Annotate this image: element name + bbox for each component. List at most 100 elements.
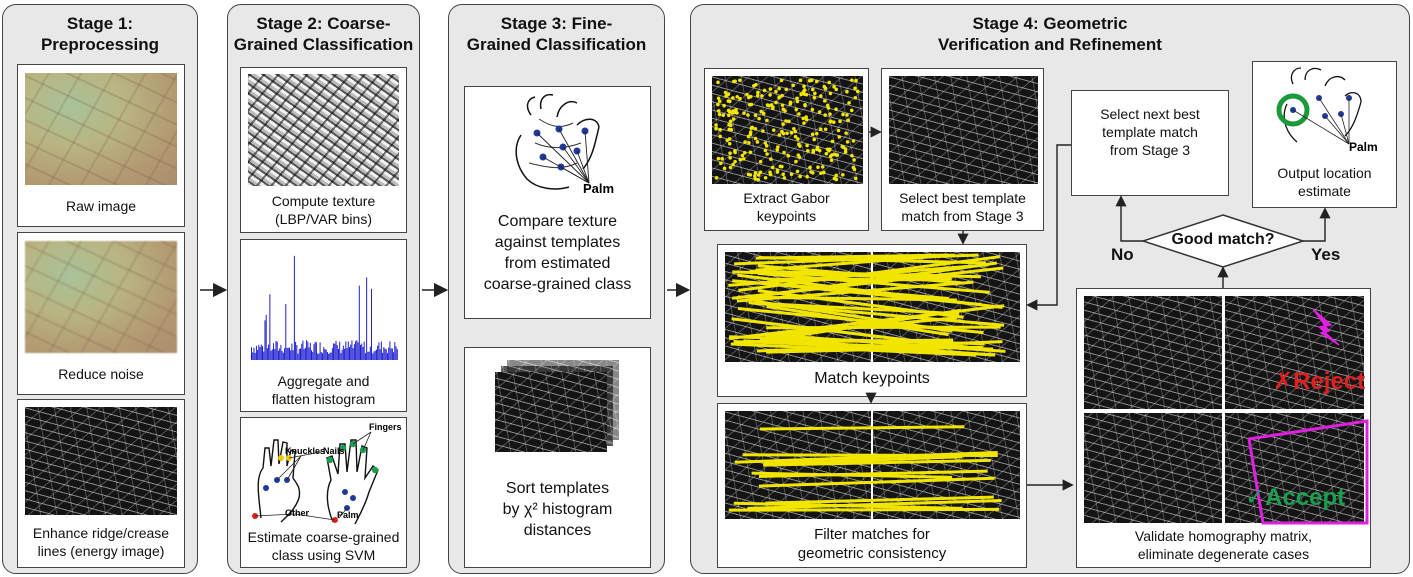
keypoint-dot xyxy=(728,99,732,104)
select-next-caption: Select next best template match from Sta… xyxy=(1100,106,1200,158)
keypoint-dot xyxy=(825,147,830,152)
keypoint-dot xyxy=(726,108,731,113)
keypoint-dot xyxy=(750,125,755,130)
histogram-bar xyxy=(312,351,314,360)
keypoint-dot xyxy=(725,138,730,143)
histogram-bar xyxy=(266,348,268,360)
keypoint-dot xyxy=(796,137,800,141)
keypoint-dot xyxy=(721,113,726,117)
histogram-bar xyxy=(262,346,264,360)
keypoint-dot xyxy=(718,127,722,132)
keypoint-dot xyxy=(731,117,736,121)
keypoint-dot xyxy=(749,126,754,131)
keypoint-dot xyxy=(745,92,749,97)
keypoint-dot xyxy=(795,96,799,101)
palm-template-diagram xyxy=(515,93,600,190)
keypoint-dot xyxy=(733,149,737,153)
histogram-bar xyxy=(377,345,379,360)
template-stack-1 xyxy=(495,372,607,452)
keypoint-dot xyxy=(733,79,737,84)
histogram-bar xyxy=(340,353,342,360)
hand-diagram xyxy=(252,431,379,525)
histogram-bar xyxy=(371,288,373,360)
histogram-bar xyxy=(328,353,330,360)
keypoint-dot xyxy=(804,117,809,122)
keypoint-dot xyxy=(819,171,823,175)
keypoint-dot xyxy=(765,103,770,107)
keypoint-dot xyxy=(723,90,728,95)
keypoint-dot xyxy=(784,87,789,92)
histogram-bar xyxy=(378,342,380,360)
histogram-bar xyxy=(302,340,304,360)
extract-keypoints-caption: Extract Gabor keypoints xyxy=(743,190,830,224)
keypoint-dot xyxy=(828,112,832,116)
keypoint-dot xyxy=(768,87,773,91)
keypoint-dot xyxy=(780,103,785,107)
filter-matches-caption: Filter matches for geometric consistency xyxy=(797,526,947,562)
keypoint-dot xyxy=(777,133,782,137)
keypoint-dot xyxy=(802,88,807,92)
histogram-bar xyxy=(344,348,346,360)
histogram-bar xyxy=(330,352,332,360)
keypoint-dot xyxy=(815,147,819,152)
keypoint-dot xyxy=(831,120,836,125)
histogram-bar xyxy=(353,344,355,360)
keypoint-dot xyxy=(746,134,751,139)
histogram-bar xyxy=(268,344,270,360)
keypoint-dot xyxy=(810,87,815,92)
keypoint-dot xyxy=(793,134,798,139)
histogram-bar xyxy=(341,349,343,360)
keypoint-dot xyxy=(794,159,798,164)
denoised-skin-image xyxy=(25,241,177,353)
histogram-bar xyxy=(357,342,359,360)
histogram-bar xyxy=(293,255,295,360)
histogram-bar xyxy=(331,348,333,360)
stage-1-title: Stage 1: Preprocessing xyxy=(40,14,160,54)
histogram-bar xyxy=(337,348,339,360)
keypoint-dot xyxy=(828,154,833,159)
keypoint-dot xyxy=(776,145,780,149)
keypoint-dot xyxy=(748,94,753,99)
keypoint-dot xyxy=(822,170,826,175)
keypoint-dot xyxy=(757,116,761,121)
keypoint-dot xyxy=(850,153,854,158)
histogram-bar xyxy=(388,347,390,360)
keypoint-dot xyxy=(822,84,827,89)
keypoint-dot xyxy=(846,118,851,123)
histogram-bar xyxy=(274,349,276,360)
match-right-image xyxy=(873,252,1020,362)
keypoint-dot xyxy=(853,176,858,181)
keypoint-dot xyxy=(853,95,858,100)
filter-matches-card: Filter matches for geometric consistency xyxy=(717,403,1027,568)
compute-texture-caption: Compute texture (LBP/VAR bins) xyxy=(271,193,376,227)
reject-left-image xyxy=(1084,296,1222,409)
energy-image xyxy=(25,407,177,515)
keypoint-dot xyxy=(833,152,838,157)
keypoint-dot xyxy=(836,128,841,133)
keypoint-dot xyxy=(768,172,773,177)
keypoint-dot xyxy=(748,150,753,155)
keypoint-dot xyxy=(755,93,760,98)
keypoint-dot xyxy=(798,174,802,179)
histogram-bar xyxy=(254,352,256,360)
sort-templates-card: Sort templates by χ² histogram distances xyxy=(464,347,651,568)
keypoint-dot xyxy=(731,110,736,115)
stage-4-panel: Stage 4: Geometric Verification and Refi… xyxy=(690,4,1410,574)
sort-templates-caption: Sort templates by χ² histogram distances xyxy=(502,480,613,539)
keypoint-dot xyxy=(714,176,719,180)
keypoint-dot xyxy=(727,109,732,114)
histogram-bar xyxy=(287,347,289,360)
histogram-bar xyxy=(285,304,287,360)
keypoint-dot xyxy=(742,111,746,115)
keypoint-dot xyxy=(775,148,780,152)
histogram-bar xyxy=(368,351,370,360)
histogram-bar xyxy=(322,353,324,360)
histogram-bar xyxy=(318,353,320,360)
keypoint-dot xyxy=(746,113,750,117)
keypoint-dot xyxy=(798,144,802,148)
keypoint-dot xyxy=(728,156,732,160)
keypoint-dot xyxy=(785,131,789,136)
histogram-bar xyxy=(372,353,374,360)
keypoint-dot xyxy=(730,111,734,115)
keypoint-dot xyxy=(763,141,768,145)
